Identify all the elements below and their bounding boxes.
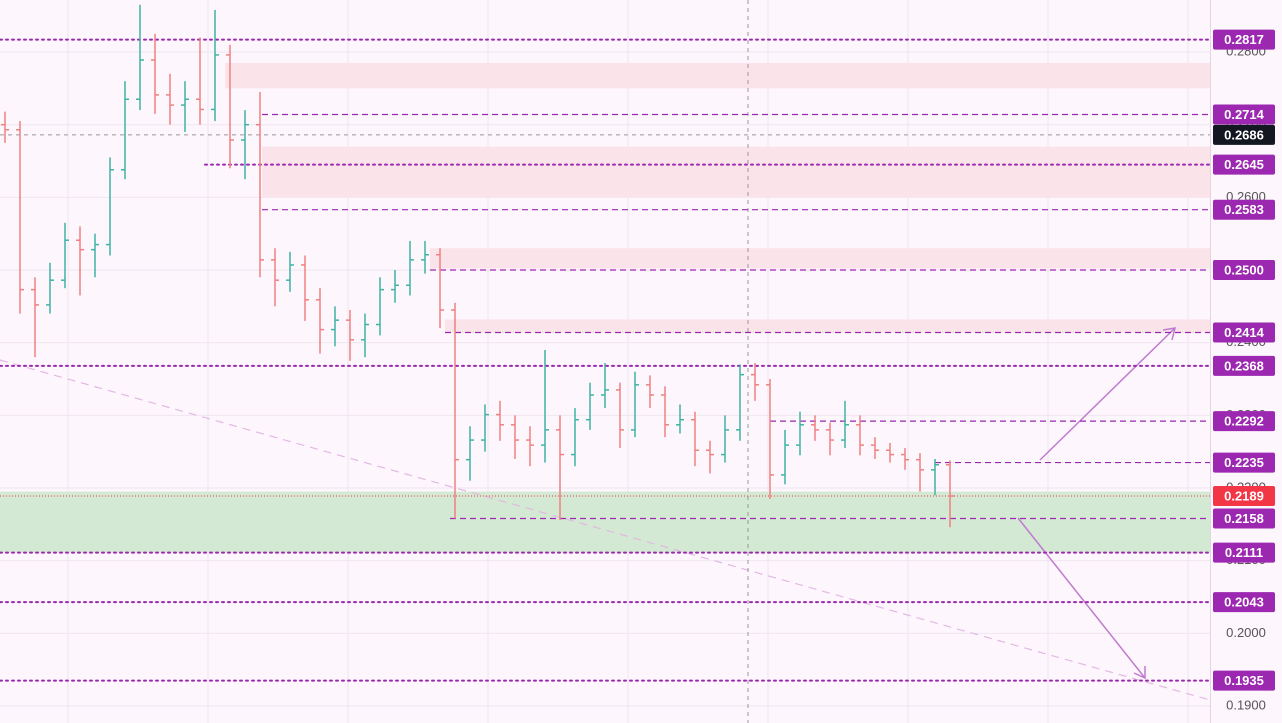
level-label-box [1213, 104, 1275, 125]
level-label: 0.2686 [1224, 127, 1264, 142]
level-label-box [1213, 322, 1275, 343]
level-label-box [1213, 124, 1275, 145]
level-label-box [1213, 542, 1275, 563]
level-label: 0.2292 [1224, 414, 1264, 429]
arrow-head [1133, 666, 1146, 680]
level-label: 0.2714 [1224, 107, 1265, 122]
level-label-box [1213, 29, 1275, 50]
zone [445, 319, 1210, 333]
zone [225, 62, 1210, 89]
level-label-box [1213, 452, 1275, 473]
y-tick-label: 0.1900 [1226, 697, 1266, 712]
level-label-box [1213, 485, 1275, 506]
arrow-up [1039, 327, 1176, 461]
levels-layer [0, 38, 1211, 682]
level-labels: 0.2817 0.2714 0.2686 0.2645 0.2583 0.2500 0.24… [1213, 29, 1275, 691]
level-label: 0.2583 [1224, 202, 1264, 217]
zones-layer [0, 62, 1210, 553]
level-label-box [1213, 355, 1275, 376]
level-label-box [1213, 154, 1275, 175]
level-label: 0.2189 [1224, 488, 1264, 503]
level-label: 0.2414 [1224, 325, 1265, 340]
level-label: 0.2158 [1224, 511, 1264, 526]
level-label-box [1213, 508, 1275, 529]
arrow-down [1017, 517, 1146, 679]
level-label: 0.2043 [1224, 595, 1264, 610]
level-label-box [1213, 260, 1275, 281]
arrow-head [1162, 327, 1177, 341]
level-label: 0.2111 [1225, 545, 1263, 560]
level-label: 0.1935 [1224, 673, 1264, 688]
level-label: 0.2368 [1224, 358, 1264, 373]
grid-layer [0, 0, 1210, 723]
zone [430, 248, 1210, 269]
level-label: 0.2500 [1224, 262, 1264, 277]
level-label: 0.2235 [1224, 455, 1264, 470]
zone [262, 146, 1210, 198]
level-label-box [1213, 199, 1275, 220]
level-label: 0.2817 [1224, 32, 1264, 47]
level-label-box [1213, 670, 1275, 691]
level-label-box [1213, 411, 1275, 432]
level-label-box [1213, 592, 1275, 613]
drawings [0, 0, 1211, 723]
bars-layer [1, 4, 954, 528]
zone [0, 491, 1210, 553]
y-tick-label: 0.2000 [1226, 625, 1266, 640]
level-label: 0.2645 [1224, 157, 1264, 172]
